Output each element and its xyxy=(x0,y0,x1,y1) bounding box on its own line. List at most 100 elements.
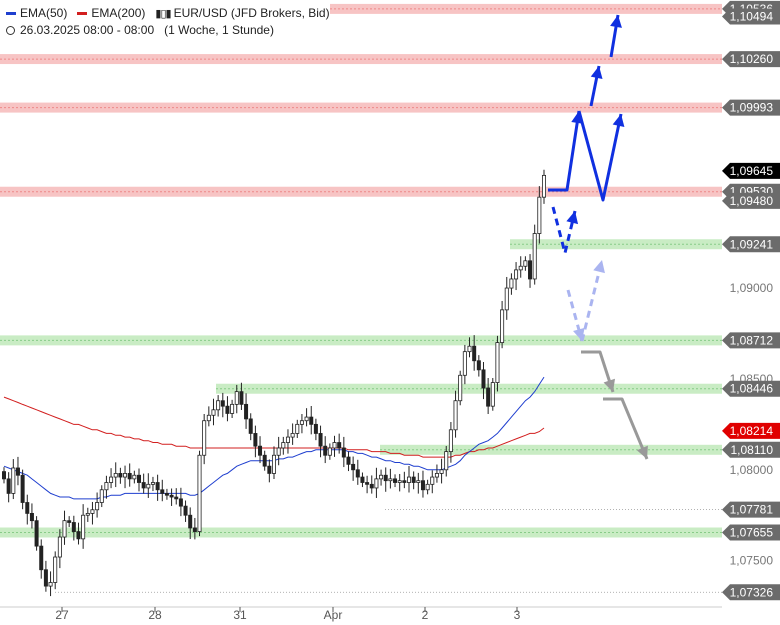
candle xyxy=(202,413,207,465)
candle-body xyxy=(216,400,221,411)
candle xyxy=(406,465,411,493)
candle xyxy=(532,224,537,285)
candle xyxy=(295,419,300,438)
y-tag-label: 1,10494 xyxy=(730,10,774,24)
chart-legend: EMA(50) EMA(200) ▮▯▮ EUR/USD (JFD Brokers… xyxy=(6,5,330,38)
candle xyxy=(486,378,491,414)
candle xyxy=(490,378,495,411)
candle-body xyxy=(290,433,295,438)
candle-body xyxy=(323,445,328,456)
candle xyxy=(476,355,481,377)
candle xyxy=(299,413,304,434)
candle xyxy=(104,475,109,499)
candle xyxy=(90,501,95,525)
x-tick-label: 28 xyxy=(148,608,162,622)
y-tag-bg xyxy=(722,99,780,116)
candle xyxy=(430,470,435,494)
candle xyxy=(393,474,398,488)
timeframe: (1 Woche, 1 Stunde) xyxy=(164,23,274,37)
candle xyxy=(267,459,272,483)
candle-body xyxy=(253,433,258,447)
candle xyxy=(248,413,253,441)
y-tag-bg xyxy=(722,441,780,458)
ema200-label: EMA(200) xyxy=(91,6,146,20)
y-tag-bg xyxy=(722,380,780,397)
candle-body xyxy=(504,287,509,311)
candle-body xyxy=(81,514,86,540)
candle-body xyxy=(95,502,100,511)
candle xyxy=(234,384,239,414)
candle-body xyxy=(500,309,505,343)
candle-body xyxy=(486,387,491,407)
candle-body xyxy=(402,480,407,483)
bar-chart-icon: ▮▯▮ xyxy=(155,8,171,20)
candle xyxy=(25,494,30,525)
candle-body xyxy=(430,476,435,485)
candle-body xyxy=(127,473,132,480)
y-tag-label: 1,08712 xyxy=(730,333,774,347)
candle xyxy=(365,475,370,494)
y-tag-label: 1,10260 xyxy=(730,52,774,66)
candle xyxy=(206,406,211,427)
candle xyxy=(337,433,342,454)
candle-body xyxy=(374,478,379,489)
candle-body xyxy=(476,360,481,371)
candle xyxy=(178,487,183,517)
candle xyxy=(216,395,221,417)
candle-body xyxy=(29,513,34,522)
candle-body xyxy=(225,405,230,414)
candle-body xyxy=(285,436,290,443)
forecast-arrow-light-down-path xyxy=(566,289,584,342)
candle-body xyxy=(169,494,174,498)
candle xyxy=(57,529,62,569)
forecast-arrow-dip-head xyxy=(566,211,579,225)
date-range: 26.03.2025 08:00 - 08:00 xyxy=(20,23,155,37)
candle xyxy=(434,464,439,483)
candle xyxy=(276,436,281,466)
candle xyxy=(118,467,123,484)
candle-body xyxy=(472,345,477,362)
candle-body xyxy=(332,442,337,449)
candle-body xyxy=(211,409,216,416)
candle-body xyxy=(434,473,439,478)
support-zone-3 xyxy=(380,444,722,455)
candle xyxy=(164,488,169,500)
candle-body xyxy=(67,520,72,523)
candle-body xyxy=(523,260,528,267)
candle-body xyxy=(15,467,20,476)
symbol-label: EUR/USD (JFD Brokers, Bid) xyxy=(173,6,330,20)
candle xyxy=(11,459,16,500)
candle xyxy=(53,551,58,590)
candle-body xyxy=(132,474,137,480)
candle-body xyxy=(327,447,332,456)
candle-body xyxy=(360,476,365,483)
y-tick: 1,07326 xyxy=(722,584,780,601)
candle-body xyxy=(355,469,360,478)
y-tick-label: 1,07500 xyxy=(730,554,774,568)
candle-body xyxy=(206,414,211,422)
candle-body xyxy=(281,442,286,449)
y-tick: 1,10494 xyxy=(722,8,780,25)
candle xyxy=(258,436,263,464)
y-tag-label: 1,07781 xyxy=(730,503,774,517)
forecast-arrow-up-3 xyxy=(589,65,603,107)
candle-body xyxy=(146,483,151,489)
candle xyxy=(514,262,519,291)
candle-body xyxy=(220,400,225,407)
y-tick: 1,07781 xyxy=(722,501,780,518)
y-tick: 1,08214 xyxy=(722,422,780,439)
y-tag-bg xyxy=(722,501,780,518)
forecast-arrow-grey-2-head xyxy=(636,445,648,459)
candle xyxy=(244,393,249,429)
candle-body xyxy=(532,233,537,280)
forecast-arrow-grey-1-head xyxy=(603,378,615,392)
candle-body xyxy=(123,473,128,478)
candle-body xyxy=(383,474,388,482)
forecast-arrow-up-4-head xyxy=(610,15,622,28)
candle xyxy=(95,492,100,518)
forecast-arrow-up-2 xyxy=(577,110,625,202)
x-tick-label: Apr xyxy=(324,608,343,622)
candle-body xyxy=(39,545,44,571)
candle-body xyxy=(262,454,267,467)
candle-body xyxy=(509,278,514,289)
